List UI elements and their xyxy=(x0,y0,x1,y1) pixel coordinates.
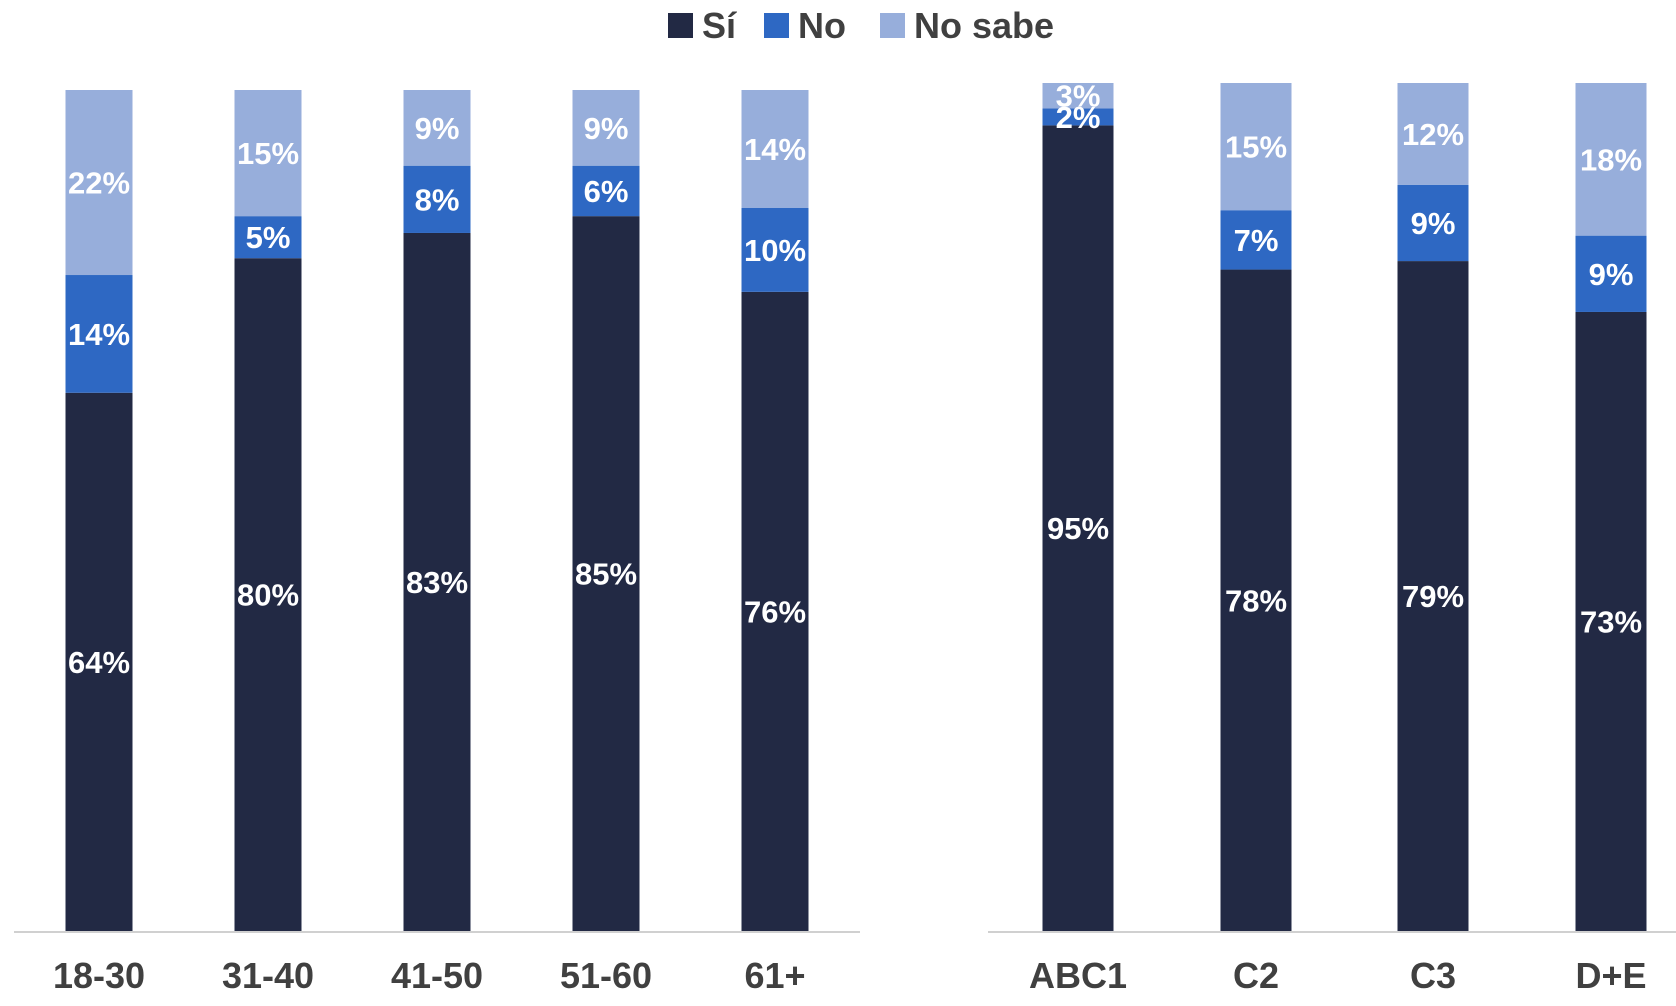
bar-si-51-60 xyxy=(572,216,640,931)
legend-item-no-sabe: No sabe xyxy=(880,5,1054,46)
data-label-no-51-60: 6% xyxy=(584,174,629,209)
bar-no-sabe-51-60 xyxy=(572,90,640,166)
legend-label-no: No xyxy=(798,5,846,46)
data-label-no-sabe-61+: 14% xyxy=(744,132,806,167)
data-label-si-ABC1: 95% xyxy=(1047,511,1109,546)
data-label-no-sabe-ABC1: 3% xyxy=(1056,79,1101,114)
bar-group-51-60: 85% 6% 9% xyxy=(572,90,640,931)
chart-panel-age: 64% 14% 22% 18-30 80% 5% 15% 31-40 83% 8% 9% 41-50 8… xyxy=(14,90,860,996)
legend-label-no-sabe: No sabe xyxy=(914,5,1054,46)
bar-group-41-50: 83% 8% 9% xyxy=(403,90,471,932)
x-tick-label-C3: C3 xyxy=(1410,955,1456,996)
chart-panel-socioeconomic: 95% 2%3% ABC1 78% 7% 15% C2 79% 9% 12% C3 73% 9% 18% D… xyxy=(988,79,1676,996)
x-tick-label-ABC1: ABC1 xyxy=(1029,955,1127,996)
bar-no-sabe-C2 xyxy=(1220,83,1292,211)
x-tick-label-61+: 61+ xyxy=(744,955,805,996)
x-tick-label-C2: C2 xyxy=(1233,955,1279,996)
data-label-si-51-60: 85% xyxy=(575,557,637,592)
legend-swatch-no-sabe xyxy=(880,13,905,38)
bar-no-sabe-ABC1 xyxy=(1042,83,1114,109)
bar-group-C3: 79% 9% 12% xyxy=(1397,83,1469,932)
data-label-si-41-50: 83% xyxy=(406,565,468,600)
bar-no-ABC1 xyxy=(1042,108,1114,126)
bar-no-sabe-D+E xyxy=(1575,83,1647,236)
data-label-no-D+E: 9% xyxy=(1589,257,1634,292)
legend-swatch-si xyxy=(668,13,693,38)
bar-no-sabe-31-40 xyxy=(234,90,302,217)
x-tick-label-D+E: D+E xyxy=(1575,955,1646,996)
data-label-no-sabe-41-50: 9% xyxy=(415,111,460,146)
bar-no-sabe-C3 xyxy=(1397,83,1469,185)
bar-no-sabe-41-50 xyxy=(403,90,471,166)
bar-si-18-30 xyxy=(65,392,133,931)
bar-no-sabe-61+ xyxy=(741,90,809,208)
bar-si-41-50 xyxy=(403,232,471,932)
data-label-si-D+E: 73% xyxy=(1580,604,1642,639)
data-label-si-61+: 76% xyxy=(744,594,806,629)
bar-group-ABC1: 95% 2%3% xyxy=(1042,79,1114,931)
x-tick-label-31-40: 31-40 xyxy=(222,955,314,996)
data-label-no-C2: 7% xyxy=(1234,223,1279,258)
bar-no-D+E xyxy=(1575,235,1647,312)
data-label-no-ABC1: 2% xyxy=(1056,100,1101,135)
data-label-no-sabe-D+E: 18% xyxy=(1580,142,1642,177)
legend-swatch-no xyxy=(764,13,789,38)
data-label-no-sabe-51-60: 9% xyxy=(584,111,629,146)
legend-item-no: No xyxy=(764,5,846,46)
data-label-no-C3: 9% xyxy=(1411,206,1456,241)
data-label-si-31-40: 80% xyxy=(237,578,299,613)
data-label-si-C2: 78% xyxy=(1225,583,1287,618)
data-label-si-C3: 79% xyxy=(1402,579,1464,614)
data-label-no-sabe-31-40: 15% xyxy=(237,136,299,171)
bar-si-D+E xyxy=(1575,311,1647,932)
bar-group-18-30: 64% 14% 22% xyxy=(65,90,133,931)
bar-group-61+: 76% 10% 14% xyxy=(741,90,809,932)
bar-si-C3 xyxy=(1397,261,1469,932)
bar-group-D+E: 73% 9% 18% xyxy=(1575,83,1647,932)
bar-si-31-40 xyxy=(234,258,302,931)
bar-no-sabe-18-30 xyxy=(65,90,133,276)
data-label-no-sabe-C3: 12% xyxy=(1402,117,1464,152)
bar-si-ABC1 xyxy=(1042,125,1114,931)
bar-no-31-40 xyxy=(234,216,302,259)
bar-no-C3 xyxy=(1397,184,1469,262)
data-label-no-sabe-18-30: 22% xyxy=(68,166,130,201)
bar-no-51-60 xyxy=(572,165,640,217)
data-label-no-sabe-C2: 15% xyxy=(1225,130,1287,165)
data-label-si-18-30: 64% xyxy=(68,645,130,680)
x-tick-label-51-60: 51-60 xyxy=(560,955,652,996)
bar-no-61+ xyxy=(741,207,809,292)
bar-si-61+ xyxy=(741,291,809,932)
bar-no-C2 xyxy=(1220,210,1292,270)
bar-group-C2: 78% 7% 15% xyxy=(1220,83,1292,931)
bar-si-C2 xyxy=(1220,269,1292,931)
bar-no-41-50 xyxy=(403,165,471,233)
bar-no-18-30 xyxy=(65,275,133,393)
bar-group-31-40: 80% 5% 15% xyxy=(234,90,302,931)
legend-label-si: Sí xyxy=(702,5,737,46)
data-label-no-31-40: 5% xyxy=(246,220,291,255)
data-label-no-61+: 10% xyxy=(744,233,806,268)
data-label-no-41-50: 8% xyxy=(415,182,460,217)
legend-item-si: Sí xyxy=(668,5,737,46)
data-label-no-18-30: 14% xyxy=(68,317,130,352)
legend: Sí No No sabe xyxy=(668,5,1054,46)
x-tick-label-18-30: 18-30 xyxy=(53,955,145,996)
x-tick-label-41-50: 41-50 xyxy=(391,955,483,996)
